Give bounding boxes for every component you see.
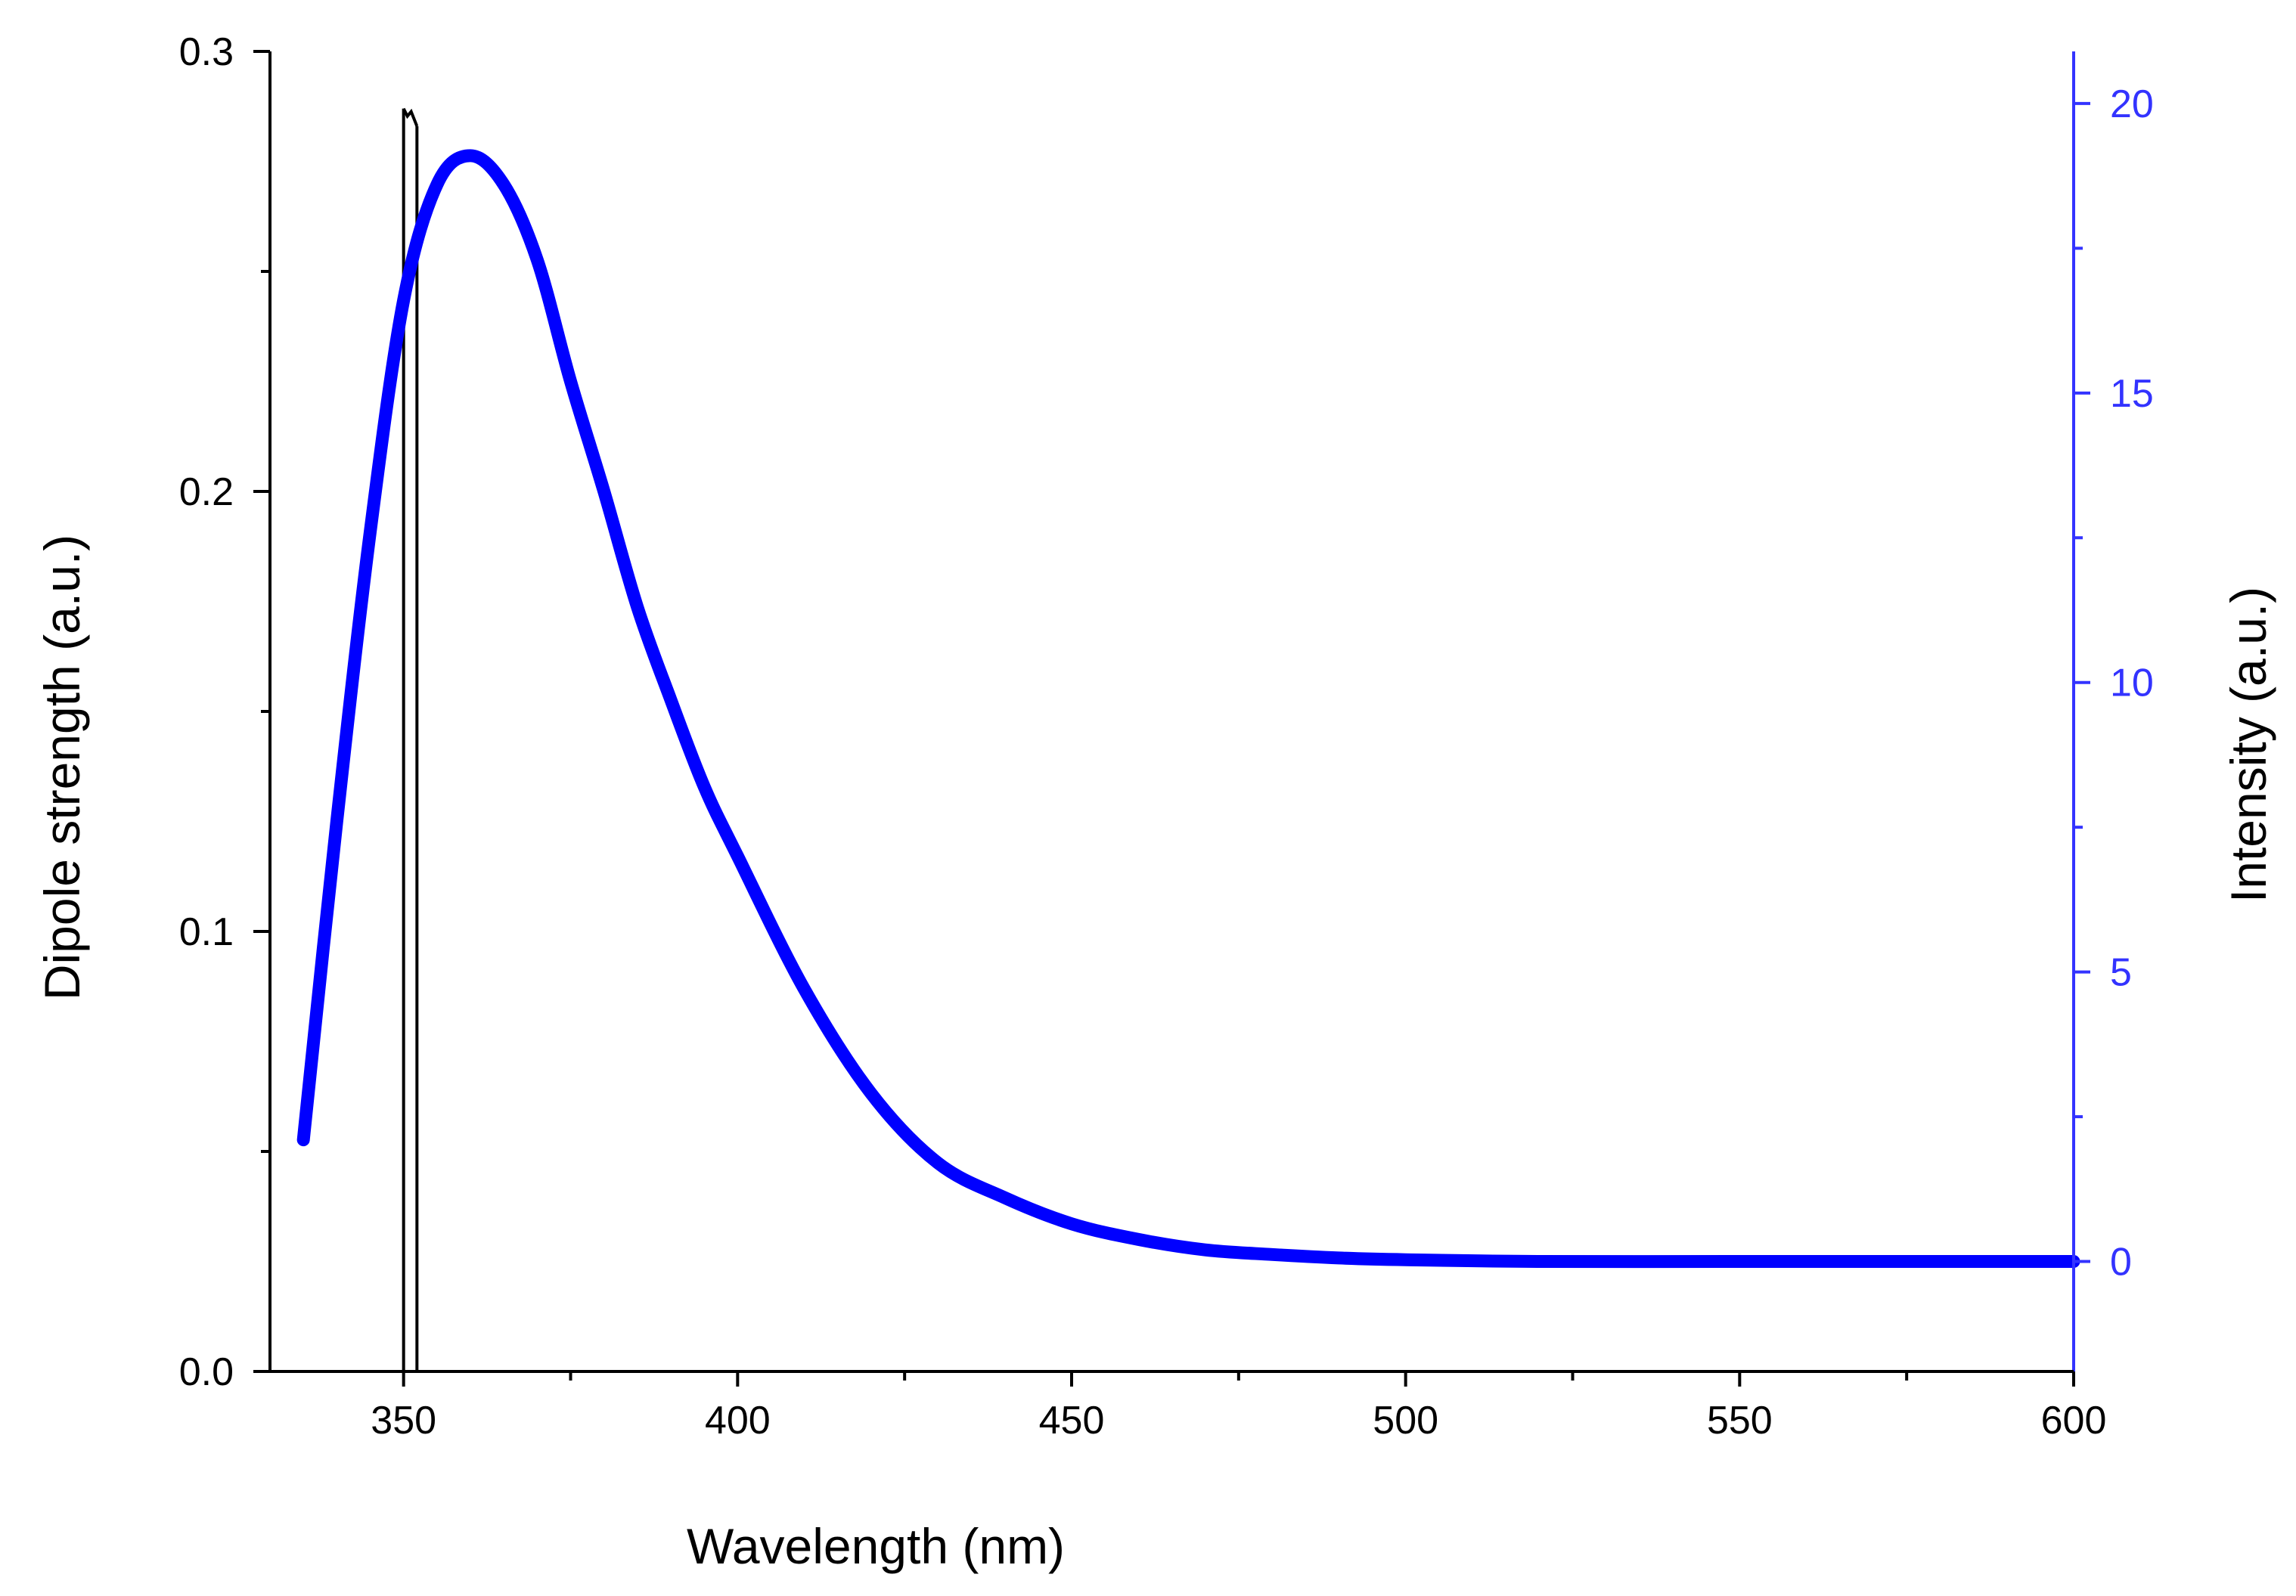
plot-area [296, 107, 2080, 1371]
x-tick-label: 450 [1039, 1399, 1105, 1443]
x-tick-label: 500 [1373, 1399, 1438, 1443]
x-tick-label: 350 [371, 1399, 436, 1443]
right-tick-label: 0 [2110, 1241, 2132, 1285]
intensity-line [296, 149, 2080, 1269]
right-tick-label: 5 [2110, 951, 2132, 995]
left-tick-label: 0.0 [179, 1350, 234, 1394]
x-tick-label: 600 [2041, 1399, 2107, 1443]
x-axis-title: Wavelength (nm) [687, 1518, 1065, 1574]
left-y-axis-title: Dipole strength (a.u.) [34, 535, 90, 1000]
x-tick-label: 400 [705, 1399, 771, 1443]
x-tick-label: 550 [1707, 1399, 1773, 1443]
right-tick-label: 20 [2110, 82, 2154, 126]
left-tick-label: 0.1 [179, 910, 234, 954]
right-y-axis: 0 5 10 15 20 [2072, 51, 2154, 1371]
right-tick-label: 15 [2110, 372, 2154, 416]
left-tick-label: 0.2 [179, 470, 234, 514]
left-tick-label: 0.3 [179, 30, 234, 74]
right-tick-label: 10 [2110, 662, 2154, 705]
right-y-axis-title: Intensity (a.u.) [2220, 587, 2276, 903]
left-y-axis: 0.0 0.1 0.2 0.3 [179, 30, 271, 1394]
dipole-stick-cap [402, 107, 419, 127]
x-axis: 350 400 450 500 550 600 [270, 1370, 2107, 1443]
